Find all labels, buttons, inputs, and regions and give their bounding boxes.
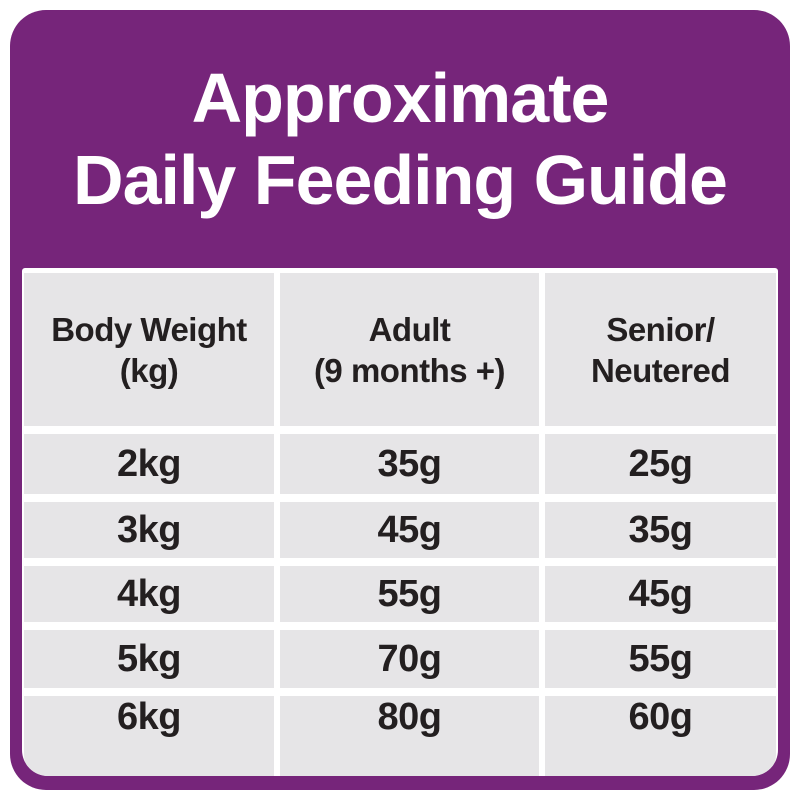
cell-weight-3kg: 3kg <box>24 502 274 558</box>
header-cell-adult: Adult (9 months +) <box>280 273 539 426</box>
header-senior-line1: Senior/ <box>606 310 715 348</box>
cell-adult-6kg: 80g <box>280 696 539 776</box>
feeding-guide-card: Approximate Daily Feeding Guide Body Wei… <box>10 10 790 790</box>
cell-weight-6kg: 6kg <box>24 696 274 776</box>
feeding-table-grid: Body Weight (kg) Adult (9 months +) Seni… <box>24 273 776 776</box>
title-line-2: Daily Feeding Guide <box>73 141 728 219</box>
cell-weight-2kg: 2kg <box>24 434 274 494</box>
cell-adult-5kg: 70g <box>280 630 539 688</box>
feeding-table: Body Weight (kg) Adult (9 months +) Seni… <box>22 268 778 776</box>
cell-senior-4kg: 45g <box>545 566 776 622</box>
header-adult-line1: Adult <box>368 310 451 348</box>
cell-senior-2kg: 25g <box>545 434 776 494</box>
cell-weight-5kg: 5kg <box>24 630 274 688</box>
header-cell-senior: Senior/ Neutered <box>545 273 776 426</box>
cell-senior-6kg: 60g <box>545 696 776 776</box>
header-body-weight-line2: (kg) <box>119 351 179 389</box>
cell-adult-4kg: 55g <box>280 566 539 622</box>
cell-adult-3kg: 45g <box>280 502 539 558</box>
cell-senior-3kg: 35g <box>545 502 776 558</box>
header-body-weight-line1: Body Weight <box>51 310 247 348</box>
cell-adult-2kg: 35g <box>280 434 539 494</box>
cell-senior-5kg: 55g <box>545 630 776 688</box>
header-cell-body-weight: Body Weight (kg) <box>24 273 274 426</box>
header-senior-line2: Neutered <box>590 351 731 389</box>
title-line-1: Approximate <box>191 59 610 137</box>
header-adult-line2: (9 months +) <box>313 351 506 389</box>
cell-weight-4kg: 4kg <box>24 566 274 622</box>
page-title: Approximate Daily Feeding Guide <box>10 10 790 268</box>
